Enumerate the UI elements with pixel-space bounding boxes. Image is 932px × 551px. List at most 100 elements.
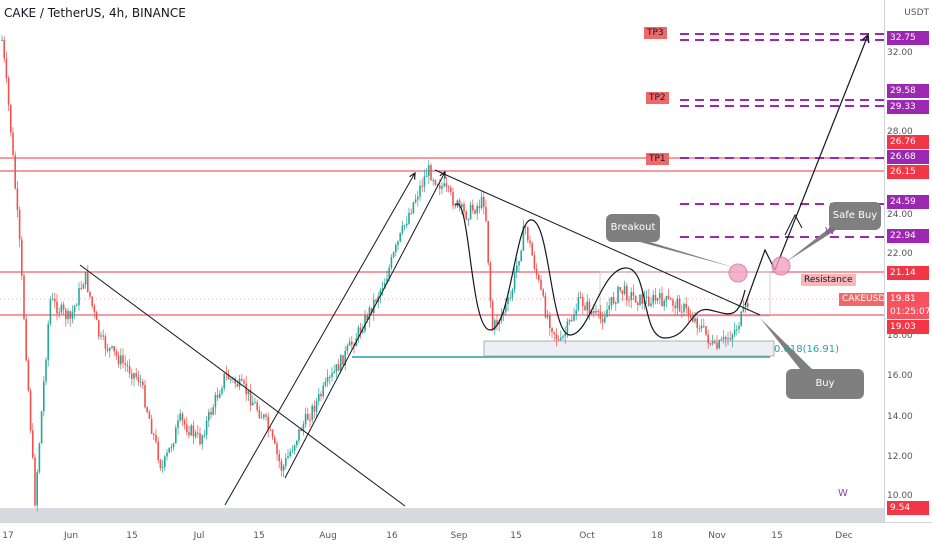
candle-body xyxy=(720,339,723,341)
candle-body xyxy=(188,432,190,436)
candle-body xyxy=(452,191,454,206)
candle-body xyxy=(419,185,421,197)
candle-body xyxy=(133,373,135,379)
candle-body xyxy=(694,318,696,322)
time-tick: 15 xyxy=(510,531,522,541)
candle-body xyxy=(553,332,555,334)
candle-body xyxy=(531,243,533,256)
candle-body xyxy=(689,315,692,318)
candle-body xyxy=(555,333,558,340)
candle-body xyxy=(738,325,740,330)
candle-body xyxy=(346,345,349,351)
candle-body xyxy=(265,414,267,417)
candle-body xyxy=(194,432,197,437)
candle-body xyxy=(216,394,219,398)
candle-body xyxy=(236,383,239,387)
candle-body xyxy=(76,305,78,307)
candle-body xyxy=(320,394,322,397)
candle-body xyxy=(395,245,397,253)
candle-body xyxy=(287,456,289,459)
candle-body xyxy=(542,289,544,296)
candle-body xyxy=(692,317,694,322)
candle-body xyxy=(410,212,412,214)
candle-body xyxy=(617,286,619,303)
candle-body xyxy=(170,447,173,449)
candle-body xyxy=(513,272,516,290)
candle-body xyxy=(674,305,676,309)
candle-body xyxy=(740,311,742,326)
candle-body xyxy=(502,311,505,315)
candle-body xyxy=(18,209,21,240)
candle-body xyxy=(78,288,80,306)
candle-body xyxy=(214,394,217,408)
candle-body xyxy=(573,315,575,321)
candle-body xyxy=(458,200,461,207)
candle-body xyxy=(49,299,52,324)
candle-body xyxy=(654,295,657,301)
candle-body xyxy=(615,302,617,304)
chart-title: CAKE / TetherUS, 4h, BINANCE xyxy=(4,6,186,20)
candle-body xyxy=(494,320,496,330)
candle-body xyxy=(722,337,725,340)
candle-body xyxy=(386,278,388,284)
candle-body xyxy=(146,407,148,412)
candle-body xyxy=(511,289,514,298)
chart-area[interactable]: CAKE / TetherUS, 4h, BINANCE TP3 TP2 TP1… xyxy=(0,0,884,522)
candle-body xyxy=(590,311,593,314)
price-axis[interactable]: USDT 32.00 28.00 24.00 22.00 18.00 16.00… xyxy=(884,0,932,522)
candle-body xyxy=(271,430,274,438)
trend-line xyxy=(224,173,415,506)
time-tick: Sep xyxy=(450,531,468,541)
time-tick: 18 xyxy=(651,531,663,541)
candle-body xyxy=(632,292,635,296)
candle-body xyxy=(630,292,632,301)
candle-body xyxy=(577,296,580,311)
candle-body xyxy=(258,410,261,418)
candle-body xyxy=(357,327,360,339)
breakout-circle xyxy=(728,263,748,283)
candle-body xyxy=(443,183,445,187)
candle-body xyxy=(579,296,582,298)
candle-body xyxy=(406,223,408,226)
candle-body xyxy=(313,405,316,412)
candle-body xyxy=(89,291,91,297)
wave-path xyxy=(454,203,746,339)
candle-body xyxy=(370,307,373,314)
candle-body xyxy=(212,407,214,415)
candle-body xyxy=(14,155,16,189)
candle-body xyxy=(663,300,665,307)
candle-body xyxy=(670,298,672,300)
price-chart[interactable] xyxy=(0,0,884,522)
candle-body xyxy=(351,341,353,345)
candle-body xyxy=(683,304,685,312)
candle-body xyxy=(80,288,82,290)
candle-body xyxy=(131,373,133,379)
candle-body xyxy=(368,307,371,320)
price-tag-26-76: 26.76 xyxy=(887,135,929,149)
candle-body xyxy=(32,430,34,458)
safe-buy-pointer xyxy=(786,226,842,262)
candle-body xyxy=(469,204,472,220)
candle-body xyxy=(566,321,569,334)
time-axis[interactable]: 17 Jun 15 Jul 15 Aug 16 Sep 15 Oct 18 No… xyxy=(0,522,932,551)
candle-body xyxy=(540,279,542,290)
candle-body xyxy=(551,328,553,333)
candle-body xyxy=(439,185,441,189)
candle-body xyxy=(179,413,181,421)
candle-body xyxy=(254,402,256,404)
trend-line xyxy=(434,169,761,316)
price-tag-19-03: 19.03 xyxy=(887,320,929,334)
candle-body xyxy=(447,186,450,188)
candle-body xyxy=(197,432,199,434)
current-price-tag: 19.81 xyxy=(887,292,929,306)
candle-body xyxy=(364,315,366,331)
time-tick: Dec xyxy=(835,531,853,541)
price-tag-21-14: 21.14 xyxy=(887,266,929,280)
candle-body xyxy=(584,306,586,311)
candle-body xyxy=(177,420,179,428)
candle-body xyxy=(711,341,714,344)
candle-body xyxy=(302,424,305,432)
candle-body xyxy=(40,411,43,444)
candle-body xyxy=(665,296,668,301)
candle-body xyxy=(652,295,654,304)
